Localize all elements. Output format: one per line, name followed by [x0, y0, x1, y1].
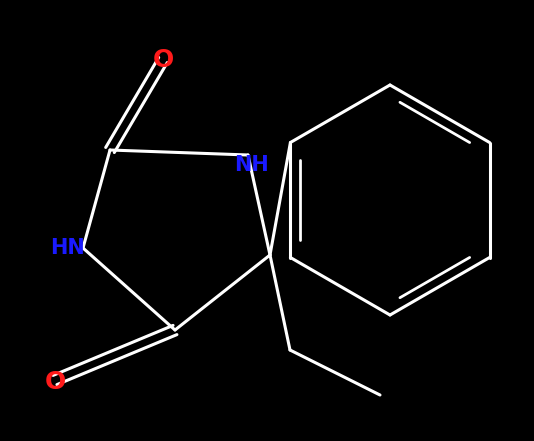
Text: HN: HN: [51, 238, 85, 258]
Text: O: O: [152, 48, 174, 72]
Text: NH: NH: [234, 155, 269, 175]
Text: O: O: [44, 370, 66, 394]
